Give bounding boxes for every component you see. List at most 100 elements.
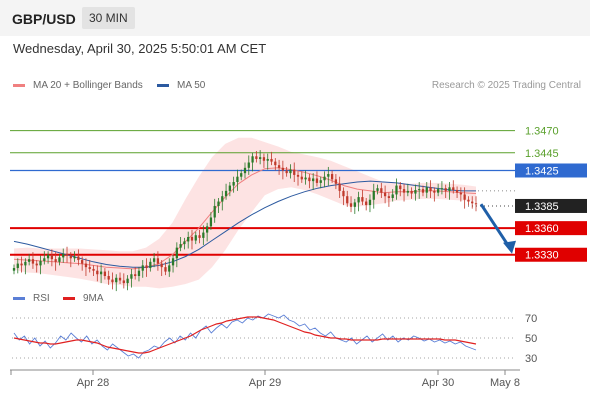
candle-body [452, 187, 455, 190]
candle-body [190, 237, 194, 241]
candle-body [202, 232, 205, 238]
time-axis-label: May 8 [490, 377, 520, 389]
candle-body [205, 226, 209, 233]
header-bar: GBP/USD 30 MIN [0, 0, 590, 36]
candle-body [383, 192, 387, 197]
level-label-bg-pivot [515, 163, 587, 178]
candle-body [149, 261, 152, 269]
candle-body [213, 205, 216, 218]
candle-body [39, 260, 42, 266]
candle-body [387, 196, 391, 198]
candle-body [429, 187, 432, 191]
candle-body [315, 178, 319, 183]
candle-body [62, 253, 65, 258]
level-label-resistance: 1.3470 [525, 126, 559, 138]
candle-body [259, 157, 262, 159]
candle-body [406, 190, 409, 193]
candle-body [81, 260, 84, 264]
candle-body [433, 190, 436, 193]
candle-body [187, 237, 190, 242]
candle-body [346, 196, 349, 204]
candle-body [175, 247, 178, 259]
candle-body [164, 267, 167, 272]
time-axis-label: Apr 28 [77, 377, 109, 389]
candle-body [349, 203, 353, 207]
candle-body [240, 173, 243, 177]
legend-9ma-label: 9MA [83, 293, 104, 304]
candle-body [152, 258, 156, 262]
legend-ma20-label: MA 20 + Bollinger Bands [33, 80, 143, 91]
candle-body [467, 199, 470, 202]
candle-body [414, 190, 417, 194]
ma50-line [13, 180, 476, 268]
rsi-series-rsi [13, 313, 477, 359]
rsi-tick-label: 30 [525, 353, 537, 365]
candle-body [103, 271, 107, 277]
level-label-last: 1.3385 [525, 201, 559, 213]
level-label-bg-support [515, 247, 587, 262]
candle-body [270, 158, 273, 162]
candle-body [69, 255, 72, 259]
candle-body [255, 156, 258, 159]
legend-ma50-swatch [157, 84, 169, 87]
candle-body [12, 268, 16, 271]
candle-body [54, 259, 57, 262]
candle-body [183, 241, 186, 245]
candle-body [115, 277, 118, 283]
candle-body [88, 267, 91, 269]
rsi-tick-label: 70 [525, 313, 537, 325]
candle-body [312, 178, 315, 182]
level-label-bg-support [515, 221, 587, 236]
candle-body [145, 265, 148, 269]
candle-body [134, 274, 137, 277]
candle-body [198, 235, 201, 238]
candle-body [459, 192, 462, 195]
legend-rsi: RSI [13, 293, 50, 304]
legend-ma20: MA 20 + Bollinger Bands [13, 80, 143, 91]
candle-body [160, 263, 163, 268]
candle-body [421, 189, 425, 193]
candle-body [50, 254, 54, 260]
candle-body [471, 201, 474, 204]
instrument-label: GBP/USD [12, 11, 76, 27]
candle-body [448, 187, 451, 191]
candle-body [118, 277, 122, 281]
candle-body [425, 187, 428, 193]
forecast-arrow-head [503, 240, 516, 254]
candle-body [236, 176, 239, 183]
forecast-arrow-shaft [479, 203, 511, 248]
legend-ma20-swatch [13, 84, 25, 87]
candle-body [338, 183, 341, 191]
candle-body [391, 194, 394, 198]
candle-body [73, 256, 76, 259]
rsi-series-9ma [13, 316, 477, 354]
candle-body [277, 165, 281, 168]
candle-body [399, 185, 402, 190]
credit-text: Research © 2025 Trading Central [431, 80, 581, 91]
candle-body [209, 217, 213, 227]
candle-body [46, 254, 50, 259]
candle-body [319, 180, 322, 183]
legend-9ma-swatch [63, 297, 75, 300]
candle-body [361, 197, 364, 202]
candle-body [353, 202, 356, 207]
candle-body [43, 258, 46, 261]
candle-body [274, 161, 277, 166]
candle-body [357, 197, 360, 203]
candle-body [418, 189, 421, 191]
candle-body [31, 259, 35, 264]
candle-body [444, 188, 447, 191]
candle-body [293, 169, 296, 175]
candle-body [179, 244, 182, 248]
candle-body [395, 185, 398, 195]
candle-body [323, 176, 326, 181]
candle-body [243, 167, 247, 174]
candle-body [96, 270, 99, 275]
candle-body [194, 235, 197, 241]
candle-body [126, 278, 129, 284]
candle-body [281, 167, 285, 171]
candle-body [247, 162, 250, 168]
timeframe-button[interactable]: 30 MIN [82, 7, 135, 29]
candle-body [84, 263, 88, 268]
